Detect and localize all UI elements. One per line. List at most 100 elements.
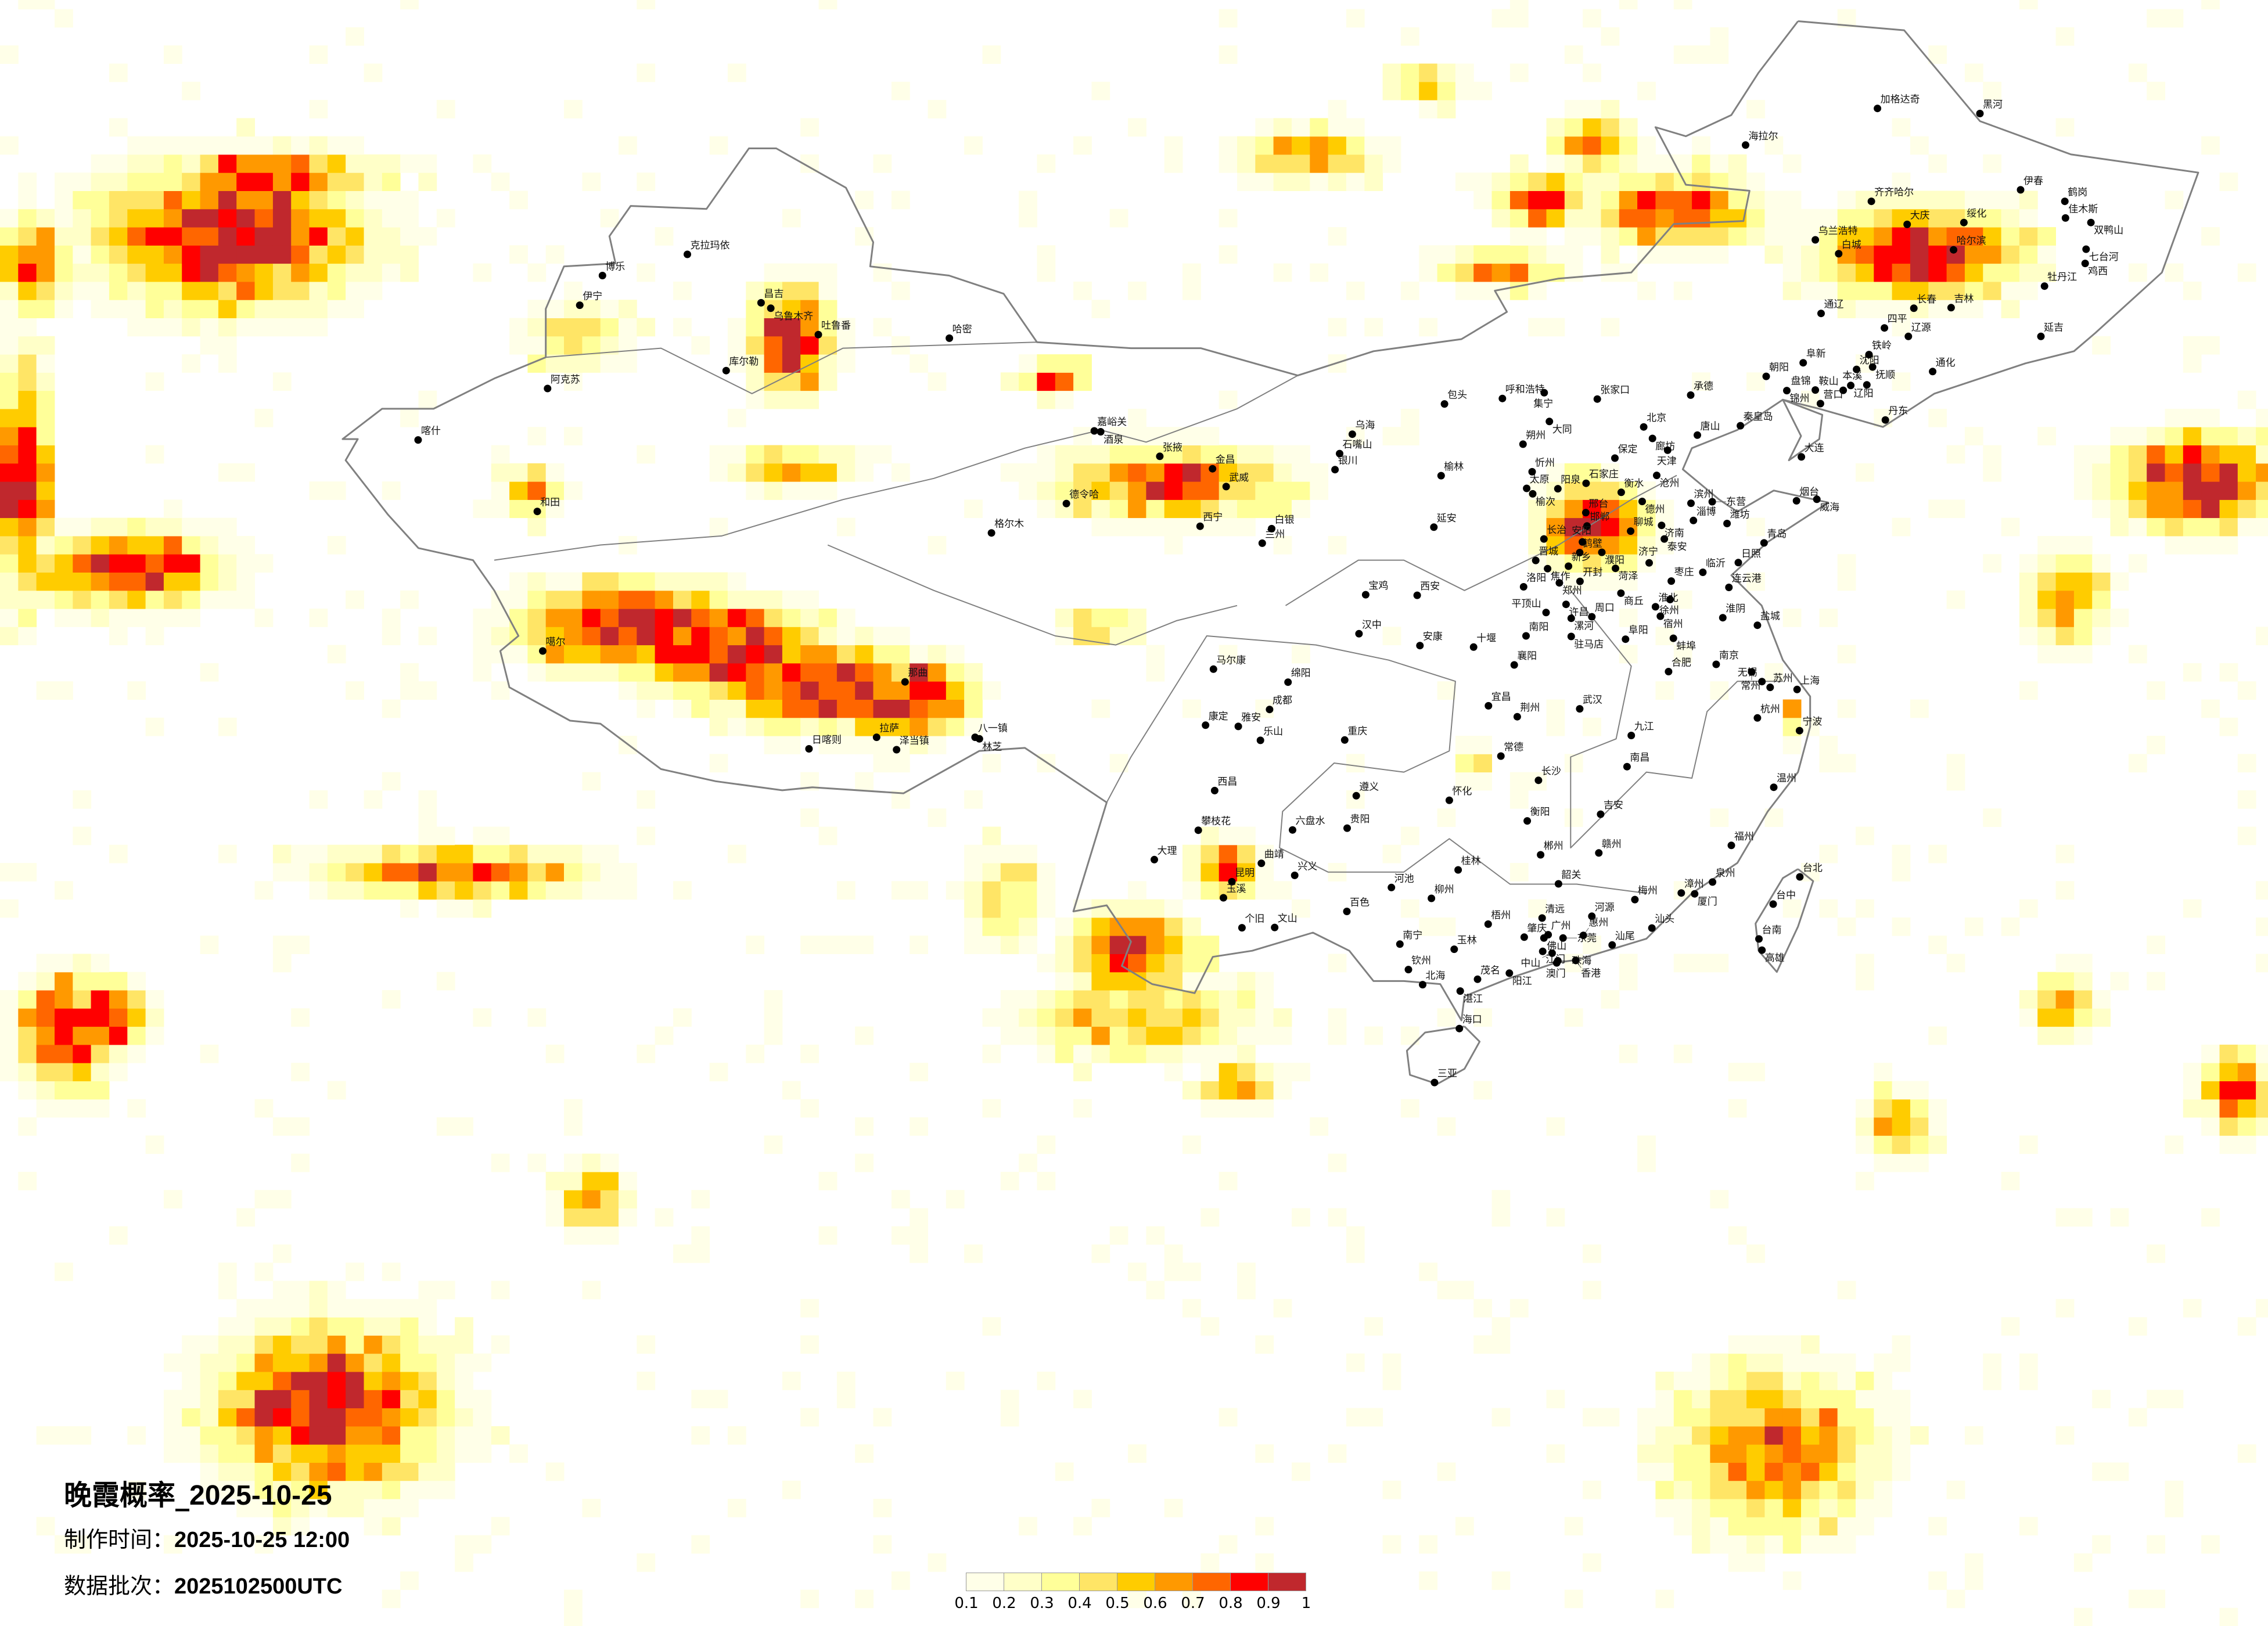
probability-cell (491, 881, 510, 900)
city-dot (1291, 871, 1299, 879)
probability-cell (2019, 1517, 2038, 1536)
probability-cell (1655, 681, 1674, 700)
probability-cell (2110, 517, 2129, 537)
probability-cell (2219, 172, 2238, 191)
probability-cell (236, 208, 255, 228)
probability-cell (564, 1226, 583, 1245)
probability-cell (1983, 227, 2002, 246)
probability-cell (1856, 1372, 1874, 1390)
probability-cell (1601, 263, 1620, 282)
probability-cell (254, 281, 274, 300)
city: 嘉峪关 (1090, 416, 1127, 435)
probability-cell (982, 936, 1001, 954)
probability-cell (1437, 81, 1456, 100)
probability-cell (1892, 1444, 1911, 1463)
city: 安阳 (1572, 525, 1591, 546)
probability-cell (1910, 227, 1929, 246)
probability-cell (36, 427, 55, 445)
probability-cell (254, 136, 274, 155)
probability-cell (346, 227, 364, 246)
probability-cell (127, 154, 146, 173)
probability-cell (1128, 499, 1146, 519)
probability-cell (109, 118, 128, 137)
probability-cell (891, 1571, 910, 1590)
probability-cell (855, 1026, 874, 1045)
probability-cell (1273, 1081, 1292, 1100)
probability-cell (1055, 463, 1074, 482)
probability-cell (1219, 1063, 1238, 1081)
probability-cell (1673, 1517, 1692, 1536)
city: 榆林 (1437, 461, 1464, 480)
city-label: 克拉玛依 (691, 240, 730, 251)
probability-cell (564, 1171, 583, 1190)
probability-cell (1746, 1535, 1765, 1554)
city-dot (1361, 591, 1370, 599)
probability-cell (1764, 1517, 1784, 1536)
probability-cell (1710, 1499, 1729, 1517)
probability-cell (1673, 1462, 1692, 1481)
city-dot (1440, 400, 1448, 408)
city-label: 抚顺 (1875, 369, 1895, 381)
city-label: 苏州 (1773, 673, 1793, 685)
city-label: 日照 (1741, 548, 1761, 560)
probability-cell (1528, 208, 1547, 228)
probability-cell (327, 481, 346, 500)
probability-cell (145, 263, 164, 282)
probability-cell (1928, 1135, 1947, 1154)
probability-cell (1964, 1553, 1983, 1572)
probability-cell (1856, 227, 1874, 246)
probability-cell (509, 881, 528, 900)
probability-cell (1128, 990, 1146, 1009)
city-label: 九江 (1634, 721, 1654, 733)
probability-cell (2092, 1535, 2111, 1554)
probability-cell (55, 9, 73, 28)
probability-cell (2237, 517, 2256, 537)
probability-cell (1601, 1408, 1620, 1427)
probability-cell (2237, 1117, 2256, 1136)
probability-cell (1019, 863, 1037, 882)
probability-cell (910, 1063, 928, 1081)
probability-cell (455, 1444, 473, 1463)
probability-cell (364, 227, 383, 246)
probability-cell (1837, 300, 1856, 318)
probability-cell (509, 245, 528, 264)
probability-cell (400, 1335, 419, 1354)
city: 七台河 (2082, 245, 2119, 263)
probability-cell (382, 1353, 401, 1372)
city-dot (1340, 736, 1349, 744)
city-label: 辽阳 (1854, 388, 1874, 400)
probability-cell (564, 844, 583, 864)
probability-cell (418, 1390, 437, 1409)
probability-cell (346, 1335, 364, 1354)
city-label: 滨州 (1694, 489, 1714, 501)
probability-cell (673, 609, 692, 627)
country-border (1755, 868, 1814, 973)
probability-cell (1583, 554, 1601, 573)
probability-cell (1583, 100, 1601, 118)
probability-cell (782, 354, 801, 373)
probability-cell (1856, 972, 1874, 991)
city-label: 百色 (1350, 897, 1370, 909)
probability-cell (1928, 499, 1947, 519)
probability-cell (163, 281, 182, 300)
probability-cell (2183, 1099, 2202, 1118)
probability-cell (1219, 645, 1238, 664)
probability-cell (637, 663, 656, 682)
probability-cell (418, 1335, 437, 1354)
probability-cell (2165, 445, 2184, 464)
probability-cell (1782, 227, 1802, 246)
city-dot (1538, 914, 1546, 922)
probability-cell (727, 663, 746, 682)
city-dot (1653, 472, 1660, 480)
probability-cell (163, 535, 182, 555)
probability-cell (1419, 63, 1437, 82)
probability-cell (600, 572, 619, 591)
probability-cell (0, 1044, 19, 1063)
city-label: 茂名 (1480, 965, 1500, 976)
probability-cell (1255, 481, 1274, 500)
city-dot (1532, 556, 1540, 564)
probability-cell (2073, 572, 2093, 591)
probability-cell (1055, 917, 1074, 936)
city: 盘锦 (1791, 376, 1820, 394)
probability-cell (964, 790, 983, 809)
